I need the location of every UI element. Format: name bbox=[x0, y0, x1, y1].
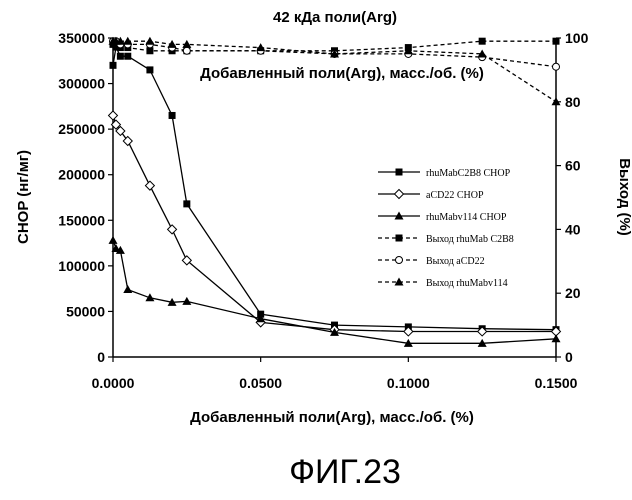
y2-tick-label: 20 bbox=[565, 285, 581, 301]
y-tick-label: 200000 bbox=[58, 167, 105, 183]
data-point bbox=[396, 257, 403, 264]
y-tick-label: 250000 bbox=[58, 121, 105, 137]
figure-label: ФИГ.23 bbox=[289, 453, 401, 491]
legend-label: rhuMabv114 CHOP bbox=[426, 212, 507, 223]
data-point bbox=[395, 190, 404, 199]
data-point bbox=[109, 111, 118, 120]
x-tick-label: 0.0500 bbox=[239, 375, 282, 391]
series bbox=[110, 44, 560, 334]
legend-label: Выход aCD22 bbox=[426, 256, 485, 267]
data-point bbox=[123, 136, 132, 145]
data-point bbox=[553, 38, 560, 45]
legend-label: Выход rhuMab C2B8 bbox=[426, 234, 514, 245]
data-point bbox=[123, 285, 132, 293]
y-tick-label: 300000 bbox=[58, 76, 105, 92]
legend-item: rhuMabC2B8 CHOP bbox=[378, 168, 511, 179]
data-point bbox=[124, 53, 131, 60]
y2-tick-label: 100 bbox=[565, 30, 589, 46]
y-tick-label: 350000 bbox=[58, 30, 105, 46]
data-point bbox=[109, 236, 118, 244]
data-point bbox=[145, 37, 154, 45]
data-point bbox=[396, 235, 403, 242]
data-point bbox=[169, 112, 176, 119]
inner-annotation: Добавленный поли(Arg), масс./об. (%) bbox=[200, 65, 484, 82]
data-point bbox=[146, 66, 153, 73]
y-tick-label: 0 bbox=[97, 349, 105, 365]
legend-item: rhuMabv114 CHOP bbox=[378, 212, 507, 224]
legend: rhuMabC2B8 CHOP aCD22 CHOP rhuMabv114 CHOP… bbox=[378, 168, 514, 289]
y-tick-label: 150000 bbox=[58, 212, 105, 228]
series-line bbox=[113, 116, 556, 332]
data-point bbox=[479, 38, 486, 45]
legend-item: aCD22 CHOP bbox=[378, 190, 484, 202]
series bbox=[109, 236, 561, 347]
y2-tick-label: 0 bbox=[565, 349, 573, 365]
data-point bbox=[183, 200, 190, 207]
y-tick-label: 100000 bbox=[58, 258, 105, 274]
x-tick-label: 0.0000 bbox=[92, 375, 135, 391]
data-point bbox=[145, 181, 154, 190]
x-tick-label: 0.1000 bbox=[387, 375, 430, 391]
x-axis-title: Добавленный поли(Arg), масс./об. (%) bbox=[190, 409, 474, 426]
y2-axis-title: Выход (%) bbox=[616, 158, 632, 236]
axes: 0 50000 100000 150000 200000 250000 300000 3500… bbox=[58, 30, 588, 391]
legend-label: aCD22 CHOP bbox=[426, 190, 484, 201]
data-point bbox=[117, 53, 124, 60]
legend-item: Выход rhuMabv114 bbox=[378, 278, 508, 290]
data-point bbox=[110, 62, 117, 69]
y2-tick-label: 40 bbox=[565, 221, 581, 237]
data-point bbox=[256, 43, 265, 51]
y-tick-label: 50000 bbox=[66, 303, 105, 319]
chart-title: 42 кДа поли(Arg) bbox=[273, 9, 397, 26]
legend-item: Выход rhuMab C2B8 bbox=[378, 234, 514, 245]
y2-tick-label: 80 bbox=[565, 94, 581, 110]
data-point bbox=[182, 297, 191, 305]
series-layer bbox=[109, 37, 561, 347]
y2-tick-label: 60 bbox=[565, 158, 581, 174]
legend-label: Выход rhuMabv114 bbox=[426, 278, 508, 289]
data-point bbox=[552, 334, 561, 342]
legend-item: Выход aCD22 bbox=[378, 256, 485, 267]
data-point bbox=[553, 63, 560, 70]
data-point bbox=[168, 225, 177, 234]
x-tick-label: 0.1500 bbox=[535, 375, 578, 391]
legend-label: rhuMabC2B8 CHOP bbox=[426, 168, 511, 179]
data-point bbox=[396, 169, 403, 176]
y-axis-title: CHOP (нг/мг) bbox=[15, 150, 32, 244]
data-point bbox=[183, 47, 190, 54]
